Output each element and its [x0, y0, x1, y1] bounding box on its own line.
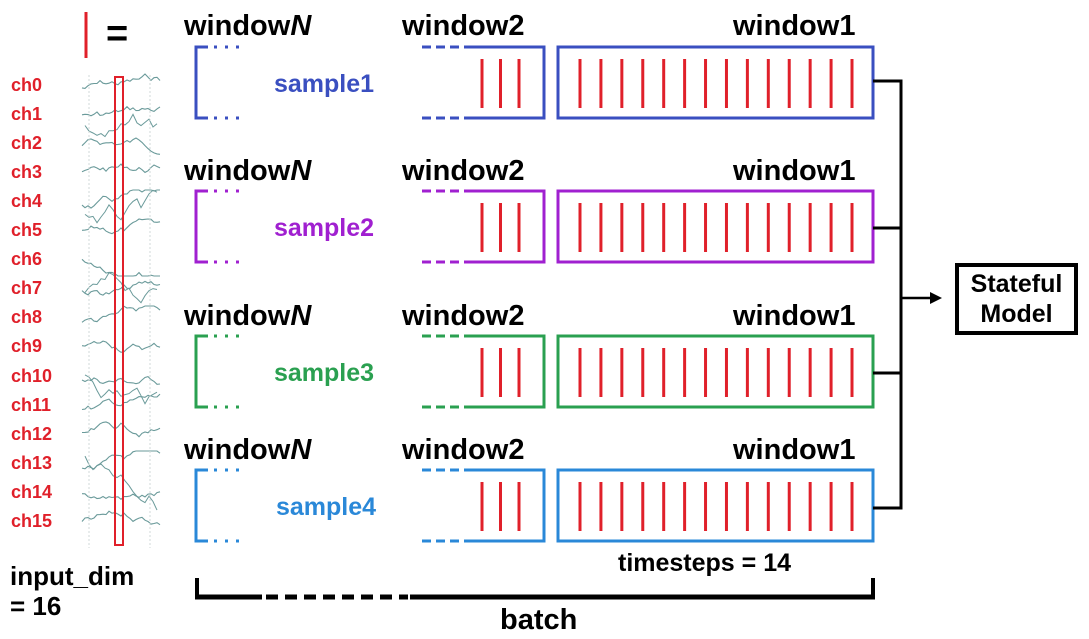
batch-label: batch	[500, 604, 578, 636]
batch-bracket	[195, 578, 875, 600]
signal-trace	[81, 280, 161, 296]
sample-row	[194, 189, 875, 264]
sample-label: sample3	[274, 359, 375, 387]
sample-rows	[194, 45, 875, 543]
channel-label: ch11	[11, 394, 52, 415]
window1-box	[556, 334, 875, 409]
stateful-model-box: Stateful Model	[955, 263, 1078, 335]
windowN-prefix: window	[184, 300, 291, 332]
model-label-line1: Stateful	[970, 270, 1063, 298]
channel-label: ch2	[11, 133, 43, 154]
channel-label: ch3	[11, 162, 43, 183]
windowN-suffix: N	[290, 434, 312, 466]
windowN-suffix: N	[290, 10, 312, 42]
signal-trace	[84, 272, 158, 304]
windowN-label: windowN	[184, 8, 311, 44]
channel-label: ch10	[11, 365, 53, 386]
sample-row	[194, 45, 875, 120]
signal-traces	[81, 73, 161, 526]
window2-label: window2	[402, 10, 525, 42]
windowN-prefix: window	[184, 434, 291, 466]
signal-trace	[81, 137, 161, 155]
input-dim-label: input_dim	[10, 561, 135, 591]
signal-trace	[84, 455, 158, 511]
channel-label: ch5	[11, 220, 43, 241]
channel-label: ch9	[11, 336, 43, 357]
signal-trace	[81, 258, 160, 277]
timestep-highlight	[114, 76, 124, 546]
channel-label: ch8	[11, 307, 43, 328]
window1-box	[556, 189, 875, 264]
window1-label: window1	[733, 434, 856, 466]
window1-label: window1	[733, 155, 856, 187]
timesteps-label: timesteps = 14	[618, 549, 792, 577]
signal-trace	[81, 510, 161, 526]
signal-trace	[81, 105, 161, 117]
window1-label: window1	[733, 300, 856, 332]
sample-label: sample2	[274, 214, 375, 242]
channel-label: ch4	[11, 191, 43, 212]
channel-label: ch13	[11, 452, 53, 473]
signal-trace	[81, 73, 161, 89]
signal-trace	[84, 374, 158, 405]
window2-box	[465, 45, 546, 120]
channel-label: ch7	[11, 278, 43, 299]
batch-connector	[873, 79, 942, 510]
model-label-line2: Model	[980, 300, 1053, 328]
channel-label: ch12	[11, 423, 53, 444]
signal-trace	[81, 491, 161, 501]
windowN-label: windowN	[184, 153, 311, 189]
signal-trace	[81, 450, 161, 470]
sample-label: sample4	[276, 493, 377, 521]
signal-trace	[81, 305, 161, 323]
legend-equals: =	[106, 13, 129, 55]
window1-label: window1	[733, 10, 856, 42]
channel-label: ch15	[11, 510, 53, 531]
window2-box	[465, 334, 546, 409]
input-dim-value: = 16	[10, 591, 62, 621]
windowN-suffix: N	[290, 300, 312, 332]
windowN-label: windowN	[184, 432, 311, 468]
windowN-label: windowN	[184, 298, 311, 334]
sample-row	[194, 468, 875, 543]
signal-trace	[84, 189, 158, 224]
window2-label: window2	[402, 434, 525, 466]
channel-label: ch6	[11, 249, 43, 270]
window2-label: window2	[402, 155, 525, 187]
signal-trace	[81, 393, 161, 411]
signal-trace	[81, 375, 161, 385]
window2-box	[465, 468, 546, 543]
channel-label: ch1	[11, 104, 43, 125]
window1-box	[556, 45, 875, 120]
signal-trace	[81, 421, 161, 438]
windowN-prefix: window	[184, 10, 291, 42]
signal-trace	[81, 340, 161, 353]
windowN-prefix: window	[184, 155, 291, 187]
windowN-suffix: N	[290, 155, 312, 187]
signal-trace	[81, 218, 161, 235]
window2-label: window2	[402, 300, 525, 332]
channel-label: ch0	[11, 75, 43, 95]
arrow-head	[930, 292, 942, 304]
window1-box	[556, 468, 875, 543]
window2-box	[465, 189, 546, 264]
channel-label: ch14	[11, 481, 53, 502]
signal-trace	[84, 113, 158, 138]
signal-trace	[81, 189, 160, 209]
sample-label: sample1	[274, 70, 375, 98]
signal-trace	[81, 163, 161, 174]
